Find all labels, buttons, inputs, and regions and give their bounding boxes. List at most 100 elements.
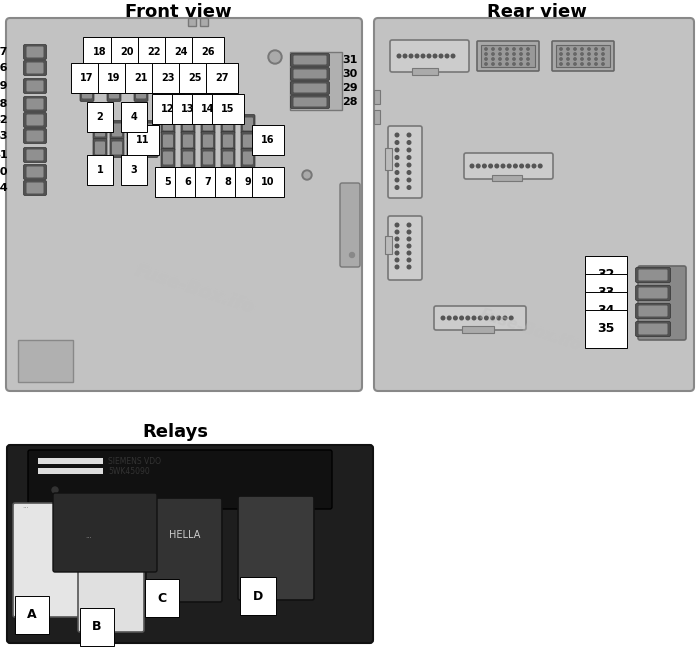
- Circle shape: [433, 54, 437, 58]
- Text: 32: 32: [597, 268, 615, 281]
- Circle shape: [454, 316, 457, 320]
- Circle shape: [588, 62, 590, 65]
- FancyBboxPatch shape: [112, 124, 122, 137]
- FancyBboxPatch shape: [27, 62, 43, 74]
- FancyBboxPatch shape: [638, 324, 668, 335]
- FancyBboxPatch shape: [201, 132, 215, 150]
- Text: 26: 26: [202, 47, 215, 57]
- FancyBboxPatch shape: [293, 98, 326, 107]
- Text: 31: 31: [342, 55, 358, 65]
- FancyBboxPatch shape: [221, 132, 235, 150]
- FancyBboxPatch shape: [183, 117, 193, 130]
- Text: 40: 40: [0, 167, 8, 177]
- FancyBboxPatch shape: [636, 303, 671, 318]
- Circle shape: [485, 62, 487, 65]
- Text: 24: 24: [174, 47, 188, 57]
- Circle shape: [574, 62, 576, 65]
- Circle shape: [513, 58, 515, 60]
- FancyBboxPatch shape: [13, 503, 79, 617]
- Circle shape: [270, 52, 280, 62]
- FancyBboxPatch shape: [638, 270, 668, 281]
- Circle shape: [588, 48, 590, 50]
- Circle shape: [520, 48, 522, 50]
- FancyBboxPatch shape: [110, 120, 124, 139]
- Bar: [385, 236, 392, 254]
- FancyBboxPatch shape: [174, 55, 188, 76]
- Text: Fuse-Box.ifo: Fuse-Box.ifo: [477, 307, 582, 353]
- FancyBboxPatch shape: [290, 96, 330, 109]
- FancyBboxPatch shape: [24, 79, 46, 94]
- FancyBboxPatch shape: [28, 450, 332, 509]
- Text: SIEMENS VDO: SIEMENS VDO: [108, 456, 161, 465]
- Text: HELLA: HELLA: [169, 530, 201, 540]
- Circle shape: [560, 62, 562, 65]
- Circle shape: [478, 316, 482, 320]
- FancyBboxPatch shape: [161, 115, 175, 133]
- Circle shape: [427, 54, 430, 58]
- FancyBboxPatch shape: [127, 139, 141, 158]
- Circle shape: [445, 54, 449, 58]
- Circle shape: [410, 54, 413, 58]
- Circle shape: [489, 164, 492, 168]
- Circle shape: [460, 316, 463, 320]
- FancyBboxPatch shape: [93, 55, 107, 76]
- FancyBboxPatch shape: [129, 124, 139, 137]
- FancyBboxPatch shape: [217, 83, 227, 98]
- Circle shape: [473, 316, 476, 320]
- FancyBboxPatch shape: [24, 128, 46, 143]
- Circle shape: [602, 58, 604, 60]
- FancyBboxPatch shape: [290, 68, 330, 81]
- FancyBboxPatch shape: [24, 165, 46, 180]
- Text: 3: 3: [131, 165, 137, 175]
- Text: B: B: [92, 620, 102, 633]
- Circle shape: [495, 164, 498, 168]
- Text: 33: 33: [597, 286, 615, 299]
- FancyBboxPatch shape: [241, 132, 255, 150]
- FancyBboxPatch shape: [144, 139, 158, 158]
- Circle shape: [415, 54, 419, 58]
- FancyBboxPatch shape: [7, 445, 373, 643]
- Circle shape: [407, 148, 411, 152]
- Bar: [492, 175, 522, 181]
- Circle shape: [407, 237, 411, 241]
- Circle shape: [497, 316, 500, 320]
- FancyBboxPatch shape: [6, 18, 362, 391]
- Text: 34: 34: [597, 305, 615, 318]
- Text: 5: 5: [164, 177, 172, 187]
- FancyBboxPatch shape: [290, 53, 330, 66]
- FancyBboxPatch shape: [638, 266, 686, 340]
- Text: 9: 9: [244, 177, 251, 187]
- Circle shape: [513, 48, 515, 50]
- Circle shape: [477, 164, 480, 168]
- Circle shape: [395, 171, 399, 174]
- FancyBboxPatch shape: [27, 130, 43, 141]
- FancyBboxPatch shape: [293, 83, 326, 92]
- Circle shape: [581, 48, 583, 50]
- Circle shape: [485, 58, 487, 60]
- Text: 14: 14: [202, 104, 215, 114]
- Circle shape: [403, 54, 407, 58]
- FancyBboxPatch shape: [163, 152, 173, 165]
- Circle shape: [407, 258, 411, 262]
- Circle shape: [395, 178, 399, 182]
- Circle shape: [492, 62, 494, 65]
- FancyBboxPatch shape: [176, 57, 186, 72]
- Text: ...: ...: [85, 533, 92, 539]
- FancyBboxPatch shape: [241, 148, 255, 167]
- FancyBboxPatch shape: [388, 216, 422, 280]
- FancyBboxPatch shape: [434, 306, 526, 330]
- Text: 39: 39: [0, 81, 8, 91]
- Text: 25: 25: [188, 73, 202, 83]
- Circle shape: [407, 156, 411, 159]
- Circle shape: [527, 53, 529, 55]
- Circle shape: [513, 62, 515, 65]
- Circle shape: [520, 58, 522, 60]
- Circle shape: [395, 265, 399, 269]
- Circle shape: [567, 53, 569, 55]
- Text: A: A: [27, 609, 37, 622]
- Bar: [38, 468, 103, 474]
- FancyBboxPatch shape: [27, 150, 43, 161]
- FancyBboxPatch shape: [221, 148, 235, 167]
- Circle shape: [574, 48, 576, 50]
- Circle shape: [581, 58, 583, 60]
